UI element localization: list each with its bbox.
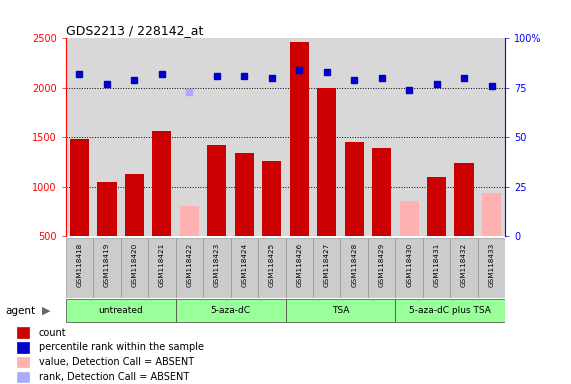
Bar [262, 161, 282, 236]
Bar [93, 238, 120, 298]
Text: 5-aza-dC plus TSA: 5-aza-dC plus TSA [409, 306, 491, 315]
Bar [313, 238, 340, 298]
Bar [176, 299, 286, 323]
Text: GSM118427: GSM118427 [324, 243, 329, 287]
Bar [395, 299, 505, 323]
Bar [482, 193, 501, 236]
Text: GSM118418: GSM118418 [77, 243, 82, 287]
Bar [207, 145, 227, 236]
Text: value, Detection Call = ABSENT: value, Detection Call = ABSENT [39, 357, 194, 367]
Bar [231, 238, 258, 298]
Text: GSM118420: GSM118420 [131, 243, 138, 287]
Text: GSM118424: GSM118424 [242, 243, 247, 287]
Bar [258, 238, 286, 298]
Text: rank, Detection Call = ABSENT: rank, Detection Call = ABSENT [39, 372, 189, 382]
Bar [286, 238, 313, 298]
Bar [66, 238, 93, 298]
Text: GSM118423: GSM118423 [214, 243, 220, 287]
Text: GSM118430: GSM118430 [406, 243, 412, 287]
Bar [455, 163, 474, 236]
Bar [451, 238, 478, 298]
Bar [372, 148, 391, 236]
Bar [368, 238, 395, 298]
Bar [17, 372, 29, 382]
Bar [120, 238, 148, 298]
Bar [152, 131, 171, 236]
Text: count: count [39, 328, 66, 338]
Text: GSM118433: GSM118433 [489, 243, 494, 287]
Bar [423, 238, 451, 298]
Text: GSM118422: GSM118422 [186, 243, 192, 287]
Bar [478, 238, 505, 298]
Text: GSM118428: GSM118428 [351, 243, 357, 287]
Bar [317, 88, 336, 236]
Text: 5-aza-dC: 5-aza-dC [211, 306, 251, 315]
Bar [17, 357, 29, 367]
Text: GSM118419: GSM118419 [104, 243, 110, 287]
Bar [124, 174, 144, 236]
Text: GDS2213 / 228142_at: GDS2213 / 228142_at [66, 24, 203, 37]
Text: GSM118426: GSM118426 [296, 243, 302, 287]
Bar [180, 205, 199, 236]
Bar [97, 182, 116, 236]
Text: GSM118421: GSM118421 [159, 243, 165, 287]
Bar [176, 238, 203, 298]
Text: GSM118429: GSM118429 [379, 243, 385, 287]
Bar [340, 238, 368, 298]
Text: GSM118425: GSM118425 [269, 243, 275, 287]
Bar [235, 153, 254, 236]
Bar [289, 42, 309, 236]
Bar [203, 238, 231, 298]
Text: agent: agent [6, 306, 36, 316]
Bar [427, 177, 447, 236]
Bar [66, 299, 176, 323]
Text: ▶: ▶ [42, 306, 50, 316]
Bar [395, 238, 423, 298]
Bar [70, 139, 89, 236]
Text: TSA: TSA [332, 306, 349, 315]
Text: percentile rank within the sample: percentile rank within the sample [39, 343, 204, 353]
Bar [344, 142, 364, 236]
Text: untreated: untreated [98, 306, 143, 315]
Bar [400, 200, 419, 236]
Bar [148, 238, 176, 298]
Text: GSM118431: GSM118431 [433, 243, 440, 287]
Text: GSM118432: GSM118432 [461, 243, 467, 287]
Bar [286, 299, 395, 323]
Bar [17, 342, 29, 353]
Bar [17, 328, 29, 338]
